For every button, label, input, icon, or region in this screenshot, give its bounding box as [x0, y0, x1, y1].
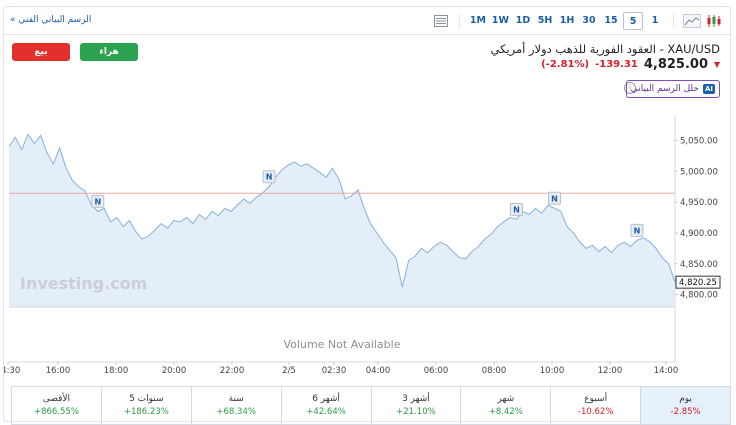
x-tick-label: 14:30 [4, 366, 20, 376]
interval-1[interactable]: 1 [651, 15, 659, 26]
news-marker-label: N [266, 173, 273, 182]
analyze-chart-button[interactable]: حلل الرسم البياني AI [625, 80, 720, 98]
x-tick-label: 22:00 [220, 366, 245, 376]
x-tick-label: 10:00 [540, 366, 565, 376]
period-label: 6 أشهر [312, 394, 340, 404]
info-icon[interactable]: i [624, 82, 636, 94]
interval-5[interactable]: 5 [623, 12, 643, 30]
news-marker-label: N [513, 205, 520, 214]
news-marker-icon [547, 191, 561, 205]
analyze-chart-label: حلل الرسم البياني [630, 84, 699, 94]
price-row: (-2.81%) -139.31 4,825.00 [541, 57, 720, 72]
chart-toolbar: « الرسم البياني الفني 1M 1W 1D 5H 1H 30 … [4, 7, 730, 35]
period-label: أسبوع [584, 394, 608, 404]
toolbar-divider [673, 14, 674, 28]
period-label: يوم [679, 394, 692, 404]
ai-icon: AI [702, 84, 715, 94]
toolbar-divider [458, 14, 460, 28]
y-tick-label: 4,800.00 [680, 291, 718, 301]
news-marker-icon [262, 170, 276, 184]
price-change-percent: (-2.81%) [541, 59, 590, 70]
x-tick-label: 2/5 [282, 366, 296, 376]
period-label: الأقصى [42, 394, 71, 404]
double-chevron-icon: « [10, 15, 16, 25]
price-area-fill [9, 134, 675, 307]
y-tick-label: 4,900.00 [680, 229, 718, 239]
sell-button[interactable]: بيع [12, 43, 70, 61]
tech-chart-link[interactable]: « الرسم البياني الفني [10, 15, 91, 25]
period-cell-6m[interactable]: 6 أشهر +42.64% [280, 387, 371, 424]
current-price-tag [675, 275, 721, 289]
y-tick-label: 5,050.00 [680, 136, 718, 146]
x-tick-label: 14:00 [654, 366, 679, 376]
interval-bar: 1M 1W 1D 5H 1H 30 15 5 1 [431, 12, 724, 30]
performance-table: الأقصى +866.55% 5 سنوات +186.23% سنة +68… [11, 386, 731, 425]
last-price: 4,825.00 [643, 57, 708, 72]
x-tick-label: 06:00 [424, 366, 449, 376]
price-line [8, 133, 676, 288]
news-marker-label: N [634, 226, 641, 235]
interval-30[interactable]: 30 [582, 15, 596, 26]
x-tick-label: 04:00 [366, 366, 391, 376]
current-price-label: 4,820.25 [679, 278, 717, 288]
period-cell-max[interactable]: الأقصى +866.55% [12, 387, 101, 424]
y-tick-label: 5,000.00 [680, 167, 718, 177]
interval-1d[interactable]: 1D [515, 15, 531, 26]
volume-note: Volume Not Available [284, 338, 401, 351]
period-value: -10.62% [577, 407, 614, 417]
news-marker-icon [509, 202, 523, 216]
period-value: +8.42% [488, 407, 523, 417]
interval-15[interactable]: 15 [604, 15, 618, 26]
period-cell-5y[interactable]: 5 سنوات +186.23% [100, 387, 191, 424]
chart-widget: « الرسم البياني الفني 1M 1W 1D 5H 1H 30 … [3, 6, 732, 425]
interval-1h[interactable]: 1H [559, 15, 575, 26]
x-tick-label: 20:00 [162, 366, 187, 376]
period-label: سنة [228, 394, 244, 404]
period-value: +186.23% [123, 407, 169, 417]
x-tick-label: 02:30 [322, 366, 347, 376]
x-tick-label: 12:00 [598, 366, 623, 376]
period-cell-1m[interactable]: شهر +8.42% [460, 387, 550, 424]
x-tick-label: 16:00 [46, 366, 71, 376]
down-arrow-icon [714, 61, 720, 68]
price-change: -139.31 [595, 59, 638, 70]
y-tick-label: 4,950.00 [680, 198, 718, 208]
area-chart-icon[interactable] [682, 12, 702, 30]
news-marker-label: N [551, 194, 558, 203]
x-tick-label: 18:00 [104, 366, 129, 376]
y-tick-label: 4,850.00 [680, 260, 718, 270]
instrument-title: XAU/USD - العقود الفورية للذهب دولار أمر… [490, 42, 720, 56]
period-cell-3m[interactable]: 3 أشهر +21.10% [370, 387, 461, 424]
investing-watermark: Investing.com [20, 274, 147, 293]
period-cell-1y[interactable]: سنة +68.34% [190, 387, 281, 424]
news-marker-icon [630, 223, 644, 237]
tech-chart-link-label: الرسم البياني الفني [18, 15, 92, 25]
period-value: +68.34% [216, 407, 256, 417]
interval-5h[interactable]: 5H [537, 15, 553, 26]
period-value: -2.85% [670, 407, 701, 417]
interval-1w[interactable]: 1W [491, 15, 509, 26]
buy-button[interactable]: هراء [80, 43, 138, 61]
interval-1m[interactable]: 1M [469, 15, 486, 26]
period-label: 3 أشهر [402, 394, 430, 404]
period-label: 5 سنوات [129, 394, 164, 404]
x-tick-label: 08:00 [482, 366, 507, 376]
table-view-icon[interactable] [431, 12, 451, 30]
price-chart[interactable]: Investing.com Volume Not Available N N N N N 5,… [4, 7, 732, 385]
period-value: +866.55% [33, 407, 79, 417]
period-value: +42.64% [306, 407, 346, 417]
period-value: +21.10% [396, 407, 436, 417]
period-label: شهر [497, 394, 515, 404]
candlestick-icon[interactable] [704, 12, 724, 30]
news-marker-icon [91, 194, 105, 208]
period-cell-1d[interactable]: يوم -2.85% [640, 387, 730, 424]
period-cell-1w[interactable]: أسبوع -10.62% [550, 387, 640, 424]
news-marker-label: N [94, 197, 101, 206]
